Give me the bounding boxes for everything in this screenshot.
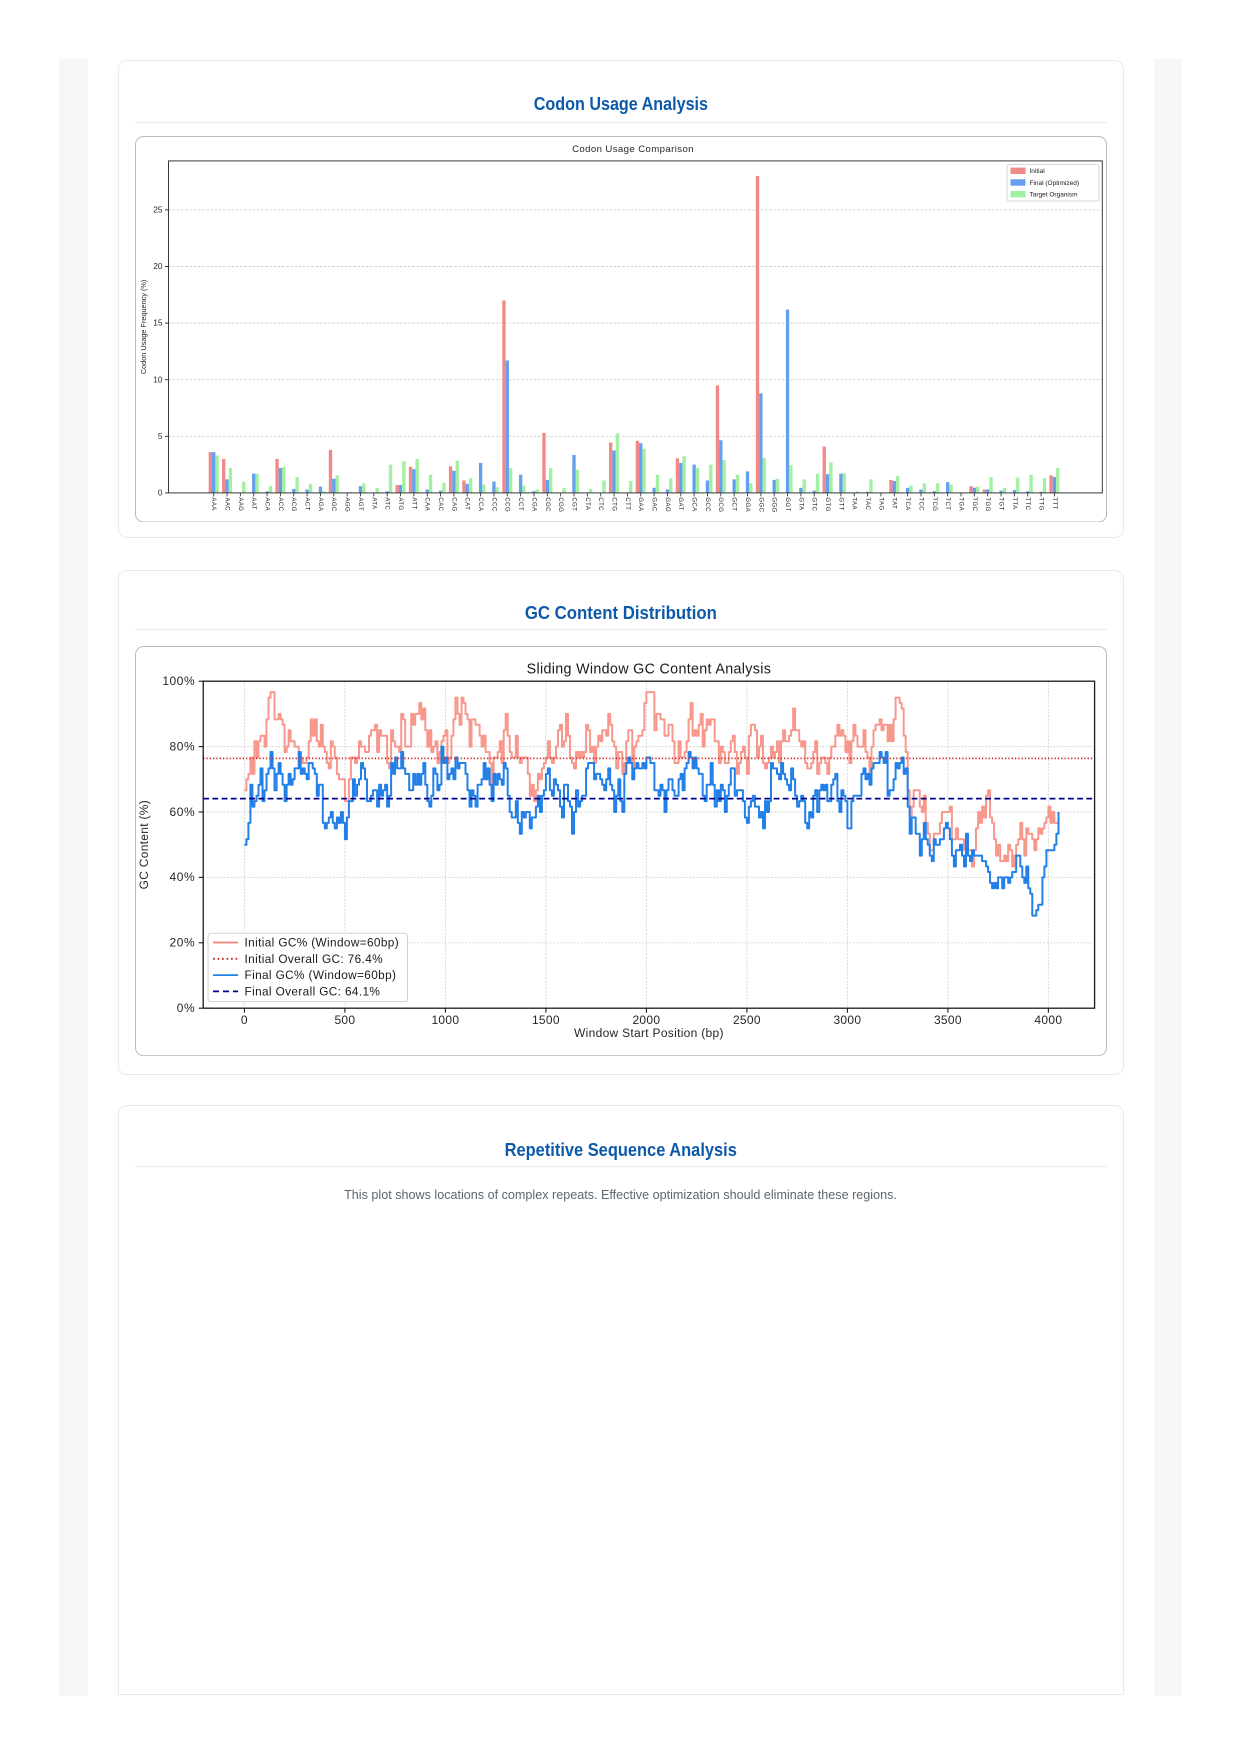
svg-text:ACT: ACT bbox=[304, 497, 310, 510]
svg-text:GTT: GTT bbox=[837, 497, 843, 510]
svg-text:TTT: TTT bbox=[1051, 497, 1057, 509]
svg-text:CGC: CGC bbox=[544, 497, 550, 512]
svg-text:ACA: ACA bbox=[264, 497, 270, 511]
svg-text:TAT: TAT bbox=[891, 497, 897, 509]
svg-text:GTA: GTA bbox=[797, 497, 803, 510]
svg-text:3000: 3000 bbox=[833, 1013, 861, 1027]
svg-text:ACG: ACG bbox=[290, 497, 296, 511]
svg-text:Initial GC% (Window=60bp): Initial GC% (Window=60bp) bbox=[245, 936, 400, 949]
svg-text:AAT: AAT bbox=[250, 497, 256, 510]
svg-text:GAC: GAC bbox=[651, 497, 657, 512]
svg-text:GAG: GAG bbox=[664, 497, 670, 512]
svg-text:GGC: GGC bbox=[757, 497, 763, 512]
svg-text:TGT: TGT bbox=[997, 497, 1003, 510]
svg-text:AGT: AGT bbox=[357, 497, 363, 511]
svg-text:0: 0 bbox=[241, 1013, 248, 1027]
svg-text:TAA: TAA bbox=[851, 497, 857, 510]
svg-text:GCT: GCT bbox=[731, 497, 737, 511]
svg-text:CCC: CCC bbox=[490, 497, 496, 512]
svg-text:TCC: TCC bbox=[917, 497, 923, 511]
svg-text:AAG: AAG bbox=[237, 497, 243, 511]
svg-text:Sliding Window GC Content Anal: Sliding Window GC Content Analysis bbox=[527, 661, 772, 677]
svg-text:TGC: TGC bbox=[971, 497, 977, 511]
svg-text:CAC: CAC bbox=[437, 497, 443, 511]
svg-text:TTC: TTC bbox=[1024, 497, 1030, 510]
svg-text:TTA: TTA bbox=[1011, 497, 1017, 509]
svg-text:20: 20 bbox=[153, 261, 163, 271]
svg-text:ATA: ATA bbox=[370, 497, 376, 509]
svg-text:GTC: GTC bbox=[811, 497, 817, 511]
svg-text:1000: 1000 bbox=[431, 1013, 459, 1027]
svg-text:Initial: Initial bbox=[1030, 168, 1046, 175]
svg-text:TAG: TAG bbox=[877, 497, 883, 510]
svg-text:Target Organism: Target Organism bbox=[1030, 191, 1078, 198]
svg-text:ATG: ATG bbox=[397, 497, 403, 510]
svg-text:CTT: CTT bbox=[624, 497, 630, 510]
svg-text:3500: 3500 bbox=[934, 1013, 962, 1027]
svg-text:TCG: TCG bbox=[931, 497, 937, 511]
svg-text:AGG: AGG bbox=[344, 497, 350, 512]
svg-text:CGT: CGT bbox=[570, 497, 576, 511]
svg-text:Initial Overall GC: 76.4%: Initial Overall GC: 76.4% bbox=[245, 953, 384, 966]
svg-text:CAA: CAA bbox=[424, 497, 430, 511]
svg-text:ACC: ACC bbox=[277, 497, 283, 511]
svg-text:Final (Optimized): Final (Optimized) bbox=[1030, 179, 1079, 186]
svg-text:ATT: ATT bbox=[410, 497, 416, 509]
svg-text:5: 5 bbox=[158, 430, 163, 440]
svg-text:GC Content (%): GC Content (%) bbox=[137, 800, 151, 889]
svg-text:AAC: AAC bbox=[223, 497, 229, 511]
svg-text:CGA: CGA bbox=[530, 497, 536, 511]
svg-text:GGT: GGT bbox=[784, 497, 790, 511]
svg-text:20%: 20% bbox=[170, 935, 196, 949]
svg-text:TGG: TGG bbox=[984, 497, 990, 511]
svg-text:AGC: AGC bbox=[330, 497, 336, 512]
svg-text:TCA: TCA bbox=[904, 497, 910, 510]
svg-text:ATC: ATC bbox=[384, 497, 390, 510]
svg-text:GGG: GGG bbox=[771, 497, 777, 512]
svg-text:CGG: CGG bbox=[557, 497, 563, 512]
svg-text:GAA: GAA bbox=[637, 497, 643, 511]
svg-text:Final Overall GC: 64.1%: Final Overall GC: 64.1% bbox=[245, 985, 381, 998]
svg-text:TCT: TCT bbox=[944, 497, 950, 510]
svg-text:100%: 100% bbox=[162, 674, 195, 688]
svg-text:CCG: CCG bbox=[504, 497, 510, 512]
svg-text:TGA: TGA bbox=[957, 497, 963, 511]
svg-text:GCA: GCA bbox=[691, 497, 697, 511]
svg-text:AGA: AGA bbox=[317, 497, 323, 511]
svg-text:1500: 1500 bbox=[532, 1013, 560, 1027]
svg-text:CTA: CTA bbox=[584, 497, 590, 510]
svg-text:Codon Usage Comparison: Codon Usage Comparison bbox=[572, 144, 694, 155]
svg-text:4000: 4000 bbox=[1034, 1013, 1062, 1027]
svg-text:GCC: GCC bbox=[704, 497, 710, 512]
svg-text:Final GC% (Window=60bp): Final GC% (Window=60bp) bbox=[245, 969, 397, 982]
svg-text:40%: 40% bbox=[170, 870, 196, 884]
svg-text:CTG: CTG bbox=[610, 497, 616, 511]
svg-text:Codon Usage Frequency (%): Codon Usage Frequency (%) bbox=[139, 279, 148, 374]
svg-text:80%: 80% bbox=[170, 739, 196, 753]
svg-text:TTG: TTG bbox=[1038, 497, 1044, 510]
svg-text:CCT: CCT bbox=[517, 497, 523, 511]
svg-text:GAT: GAT bbox=[677, 497, 683, 510]
svg-text:0%: 0% bbox=[177, 1001, 195, 1015]
svg-text:10: 10 bbox=[153, 374, 163, 384]
svg-text:CCA: CCA bbox=[477, 497, 483, 511]
svg-text:2000: 2000 bbox=[632, 1013, 660, 1027]
svg-text:0: 0 bbox=[158, 487, 163, 497]
svg-text:15: 15 bbox=[153, 317, 163, 327]
svg-text:GGA: GGA bbox=[744, 497, 750, 512]
svg-text:GTG: GTG bbox=[824, 497, 830, 511]
svg-text:CTC: CTC bbox=[597, 497, 603, 511]
svg-text:CAT: CAT bbox=[464, 497, 470, 510]
svg-text:GCG: GCG bbox=[717, 497, 723, 512]
svg-text:25: 25 bbox=[153, 204, 163, 214]
svg-text:TAC: TAC bbox=[864, 497, 870, 510]
svg-text:60%: 60% bbox=[170, 805, 196, 819]
svg-text:2500: 2500 bbox=[733, 1013, 761, 1027]
svg-text:CAG: CAG bbox=[450, 497, 456, 511]
svg-text:Window Start Position (bp): Window Start Position (bp) bbox=[574, 1026, 724, 1040]
svg-text:500: 500 bbox=[334, 1013, 355, 1027]
svg-text:AAA: AAA bbox=[210, 497, 216, 510]
